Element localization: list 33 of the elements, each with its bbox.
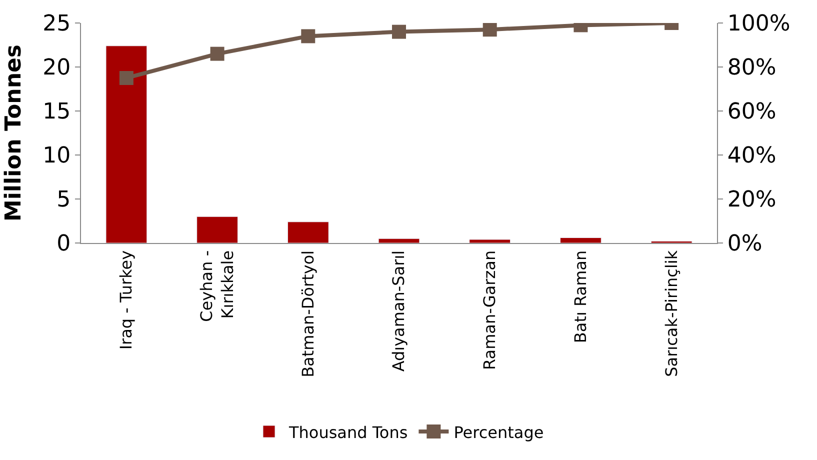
y-tick-label: 25: [42, 12, 71, 37]
point: [392, 24, 406, 39]
x-tick-label: Raman-Garzan: [480, 250, 500, 370]
point: [482, 23, 497, 37]
y2-tick-label: 20%: [727, 188, 776, 213]
bar: [196, 216, 238, 243]
y-axis-title: Million Tonnes: [1, 44, 26, 222]
x-tick-label: Adıyaman-Sarıl: [389, 250, 408, 372]
y-tick-label: 20: [42, 56, 71, 81]
x-tick-label: Sarıcak-Pirinçlik: [662, 250, 681, 377]
y2-tick-label: 40%: [727, 144, 776, 169]
point: [210, 46, 224, 61]
x-tick-label: Ceyhan - Kırıkkale: [197, 250, 237, 322]
bar: [287, 222, 329, 243]
x-tick-label: Batı Raman: [570, 250, 590, 344]
bar: [106, 46, 148, 243]
y-tick-label: 0: [56, 232, 71, 257]
x-tick-label: Batman-Dörtyol: [298, 250, 318, 378]
bar: [378, 238, 420, 243]
y2-tick-label: 60%: [727, 100, 776, 125]
y-tick-label: 10: [42, 144, 71, 169]
point: [301, 29, 316, 44]
y2-tick-label: 80%: [727, 56, 776, 81]
y-tick-label: 5: [56, 188, 71, 213]
y2-tick-label: 0%: [727, 232, 762, 257]
legend-label: Thousand Tons: [288, 422, 408, 442]
x-tick-label: Iraq - Turkey: [116, 250, 136, 350]
bar: [560, 237, 602, 243]
point: [119, 71, 134, 85]
legend-label: Percentage: [454, 422, 544, 442]
bar: [469, 239, 511, 243]
y-tick-label: 15: [42, 100, 71, 125]
y2-tick-label: 100%: [727, 12, 790, 37]
